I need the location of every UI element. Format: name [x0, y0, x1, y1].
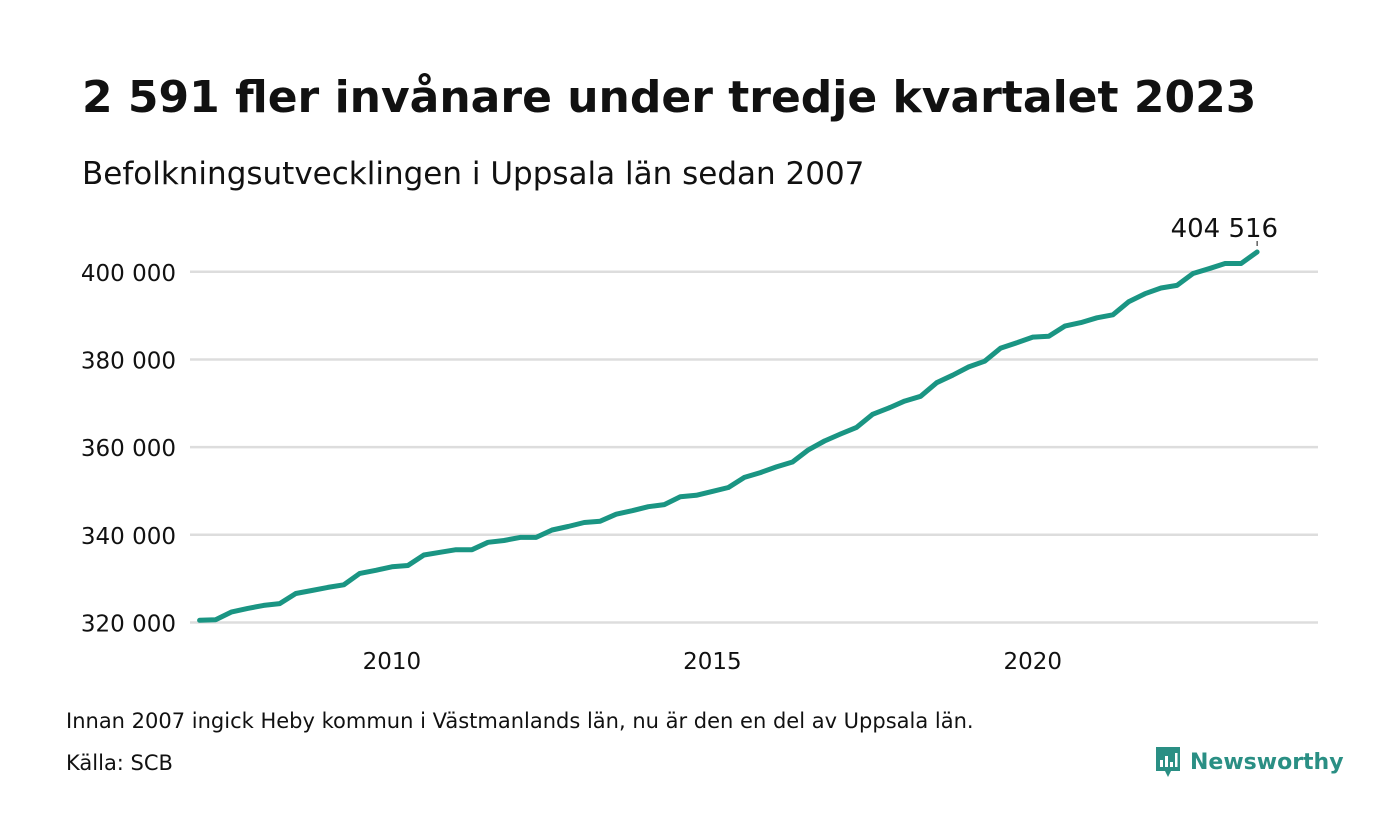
y-tick-label: 320 000 [81, 611, 176, 637]
data-point [1126, 299, 1132, 304]
data-point [1062, 323, 1068, 329]
data-point [1254, 249, 1260, 255]
gridlines [190, 270, 1318, 624]
data-point [982, 359, 987, 364]
y-tick-label: 380 000 [81, 348, 176, 374]
data-point [1158, 285, 1164, 291]
x-axis-ticks: 2010 2015 2020 [363, 649, 1062, 675]
data-point [1094, 315, 1100, 321]
data-point [678, 494, 683, 499]
data-point [934, 380, 939, 385]
data-point [293, 591, 298, 596]
data-point [950, 373, 955, 378]
chart-subtitle: Befolkningsutvecklingen i Uppsala län se… [82, 156, 865, 192]
data-point [1078, 320, 1084, 325]
newsworthy-logo-icon [1156, 747, 1180, 777]
data-point [1222, 261, 1228, 266]
data-point [405, 563, 411, 568]
y-tick-label: 400 000 [81, 261, 176, 287]
chart-title: 2 591 fler invånare under tredje kvartal… [82, 72, 1257, 123]
data-point [469, 547, 475, 552]
end-label-layer: 404 516 [1171, 214, 1279, 246]
brand-name: Newsworthy [1190, 749, 1344, 775]
data-point [1238, 261, 1244, 266]
data-point [533, 535, 539, 540]
data-point [1110, 312, 1116, 317]
data-point [966, 364, 971, 370]
data-point [662, 502, 667, 507]
data-point [614, 511, 619, 517]
data-point [485, 540, 491, 545]
data-point [1030, 334, 1035, 340]
data-point [437, 550, 443, 555]
data-point [373, 568, 379, 573]
data-point [806, 447, 811, 452]
data-point [774, 464, 779, 470]
data-point [309, 588, 314, 593]
data-point [325, 585, 330, 590]
data-point [886, 405, 891, 411]
data-point [646, 504, 651, 509]
data-point [854, 425, 859, 430]
data-point [918, 394, 923, 399]
brand-logo: Newsworthy [1154, 745, 1344, 779]
data-point [581, 520, 587, 525]
series-layer [197, 249, 1260, 623]
data-point [1142, 291, 1148, 296]
y-tick-label: 360 000 [81, 436, 176, 462]
end-value-label: 404 516 [1171, 214, 1279, 244]
data-point [838, 431, 843, 437]
data-point [758, 470, 763, 475]
source-note: Källa: SCB [66, 751, 173, 775]
data-point [245, 606, 250, 611]
data-point [277, 601, 282, 606]
data-point [357, 571, 363, 576]
data-point [341, 582, 347, 587]
data-point [902, 398, 907, 404]
data-point [565, 524, 571, 529]
data-point [421, 552, 427, 558]
data-point [726, 485, 731, 490]
x-tick-label: 2010 [363, 649, 422, 675]
data-point [389, 564, 395, 569]
data-point [790, 459, 795, 465]
data-point [517, 535, 523, 540]
data-point [1206, 266, 1212, 271]
data-point [710, 489, 715, 494]
data-point [597, 519, 603, 524]
data-point [694, 493, 699, 498]
y-axis-ticks: 320 000 340 000 360 000 380 000 400 000 [81, 261, 176, 638]
data-point [1014, 340, 1019, 346]
data-point [213, 617, 218, 623]
series-line [197, 249, 1260, 623]
data-point [1046, 334, 1052, 339]
data-point [197, 618, 202, 623]
data-point [261, 603, 266, 608]
footnote: Innan 2007 ingick Heby kommun i Västmanl… [66, 709, 974, 733]
data-point [453, 547, 459, 552]
data-point [630, 508, 635, 513]
data-point [870, 412, 875, 417]
y-tick-label: 340 000 [81, 524, 176, 550]
data-point [229, 609, 234, 615]
data-point [1174, 283, 1180, 288]
data-point [742, 475, 747, 480]
data-point [501, 538, 507, 543]
data-point [998, 345, 1003, 351]
data-point [549, 527, 555, 533]
data-point [822, 438, 827, 444]
x-tick-label: 2020 [1004, 649, 1063, 675]
x-tick-label: 2015 [683, 649, 742, 675]
data-point [1190, 271, 1196, 276]
